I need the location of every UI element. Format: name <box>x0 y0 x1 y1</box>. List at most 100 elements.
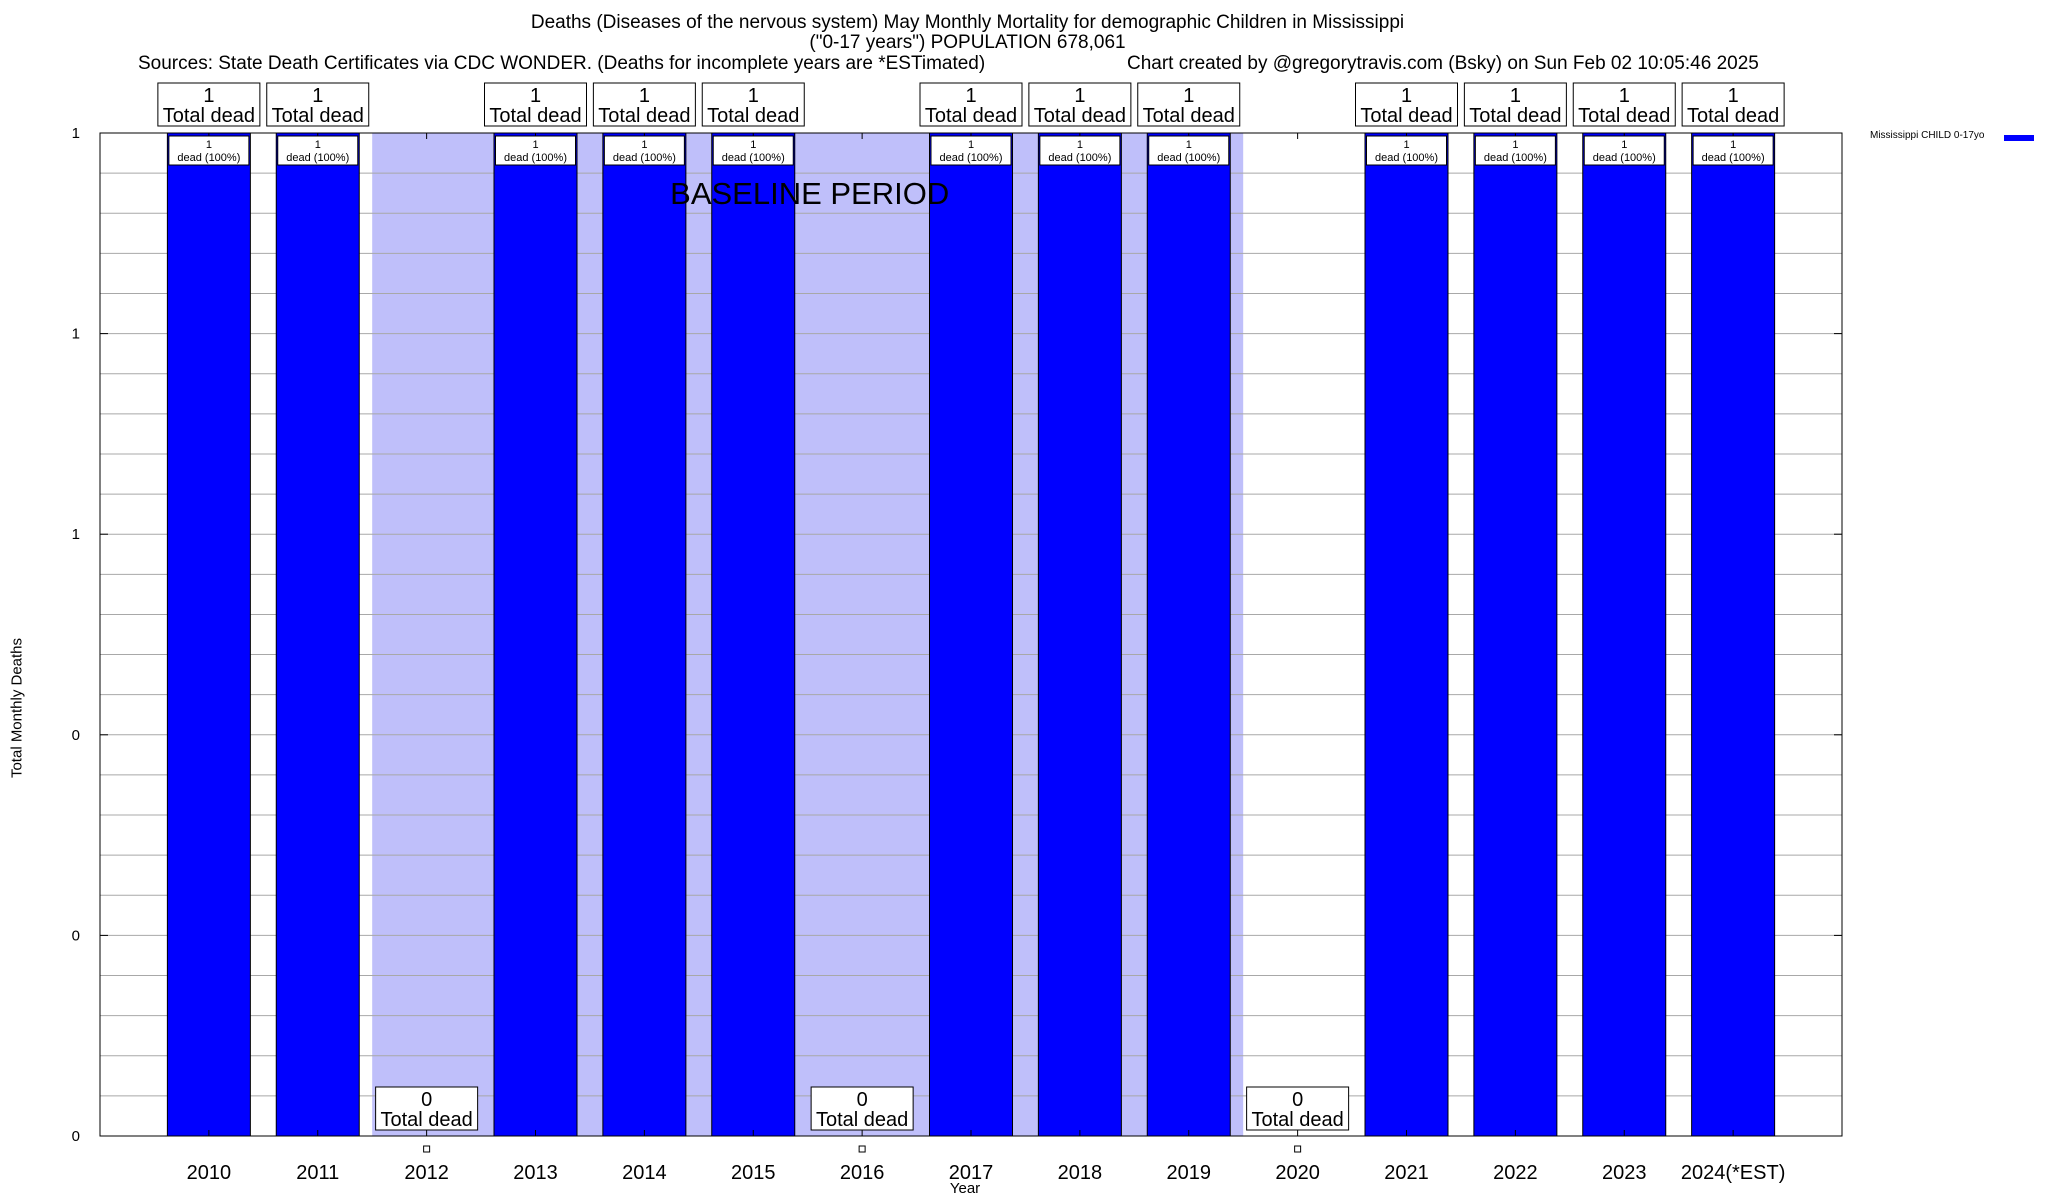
x-tick-label: 2021 <box>1384 1162 1429 1184</box>
total-label-box <box>701 82 805 127</box>
inner-label-value: 1 <box>206 139 212 151</box>
total-label-box <box>157 82 261 127</box>
total-label-value: 1 <box>965 85 976 107</box>
inner-label-text: dead (100%) <box>1593 152 1656 164</box>
x-tick-label: 2019 <box>1167 1162 1212 1184</box>
total-label-value: 0 <box>1292 1089 1303 1111</box>
x-tick-label: 2024(*EST) <box>1681 1162 1786 1184</box>
total-label-box <box>1246 1086 1350 1131</box>
total-label-box <box>375 1086 479 1131</box>
bar <box>1582 132 1667 1137</box>
zero-marker <box>858 1145 866 1153</box>
total-label-text: Total dead <box>1143 105 1235 127</box>
bar <box>493 132 578 1137</box>
inner-label-box <box>1148 135 1230 166</box>
inner-label-box <box>1583 135 1665 166</box>
inner-label-value: 1 <box>1512 139 1518 151</box>
total-label-text: Total dead <box>1469 105 1561 127</box>
inner-label-text: dead (100%) <box>177 152 240 164</box>
total-label-value: 1 <box>1728 85 1739 107</box>
x-tick-label: 2015 <box>731 1162 776 1184</box>
bar <box>166 132 251 1137</box>
bar <box>929 132 1013 1137</box>
legend-label: Mississippi CHILD 0-17yo <box>1870 130 1985 141</box>
x-tick-label: 2013 <box>513 1162 558 1184</box>
inner-label-value: 1 <box>315 139 321 151</box>
x-tick-label: 2016 <box>840 1162 885 1184</box>
y-tick-label: 0 <box>72 727 80 744</box>
y-tick-label: 0 <box>72 1128 80 1145</box>
inner-label-text: dead (100%) <box>613 152 676 164</box>
total-label-text: Total dead <box>489 105 581 127</box>
total-label-box <box>1463 82 1567 127</box>
total-label-value: 1 <box>1074 85 1085 107</box>
inner-label-value: 1 <box>968 139 974 151</box>
total-label-value: 1 <box>748 85 759 107</box>
inner-label-text: dead (100%) <box>286 152 349 164</box>
total-label-value: 1 <box>203 85 214 107</box>
baseline-period-label: BASELINE PERIOD <box>670 176 949 211</box>
x-tick-label: 2012 <box>404 1162 449 1184</box>
total-label-value: 0 <box>421 1089 432 1111</box>
total-label-text: Total dead <box>925 105 1017 127</box>
y-tick-label: 1 <box>72 326 80 343</box>
bar <box>1146 132 1231 1137</box>
inner-label-text: dead (100%) <box>504 152 567 164</box>
y-tick-label: 1 <box>72 526 80 543</box>
inner-label-value: 1 <box>1403 139 1409 151</box>
inner-label-value: 1 <box>1730 139 1736 151</box>
x-tick-label: 2010 <box>187 1162 232 1184</box>
total-label-text: Total dead <box>707 105 799 127</box>
total-label-text: Total dead <box>272 105 364 127</box>
zero-marker <box>1294 1145 1302 1153</box>
x-tick-label: 2020 <box>1275 1162 1320 1184</box>
total-label-text: Total dead <box>1578 105 1670 127</box>
inner-label-box <box>168 135 250 166</box>
total-label-text: Total dead <box>380 1109 472 1131</box>
total-label-box <box>484 82 587 127</box>
inner-label-box <box>603 135 685 166</box>
total-label-value: 1 <box>1510 85 1521 107</box>
inner-label-box <box>1039 135 1121 166</box>
total-label-text: Total dead <box>163 105 255 127</box>
total-label-value: 1 <box>639 85 650 107</box>
y-tick-label: 1 <box>72 125 80 142</box>
total-label-value: 1 <box>1183 85 1194 107</box>
inner-label-text: dead (100%) <box>1484 152 1547 164</box>
x-tick-label: 2011 <box>296 1162 339 1184</box>
inner-label-text: dead (100%) <box>1157 152 1220 164</box>
bar <box>1473 132 1558 1137</box>
inner-label-text: dead (100%) <box>1375 152 1438 164</box>
inner-label-value: 1 <box>750 139 756 151</box>
total-label-box <box>1028 82 1132 127</box>
bar <box>711 132 796 1137</box>
legend-swatch <box>2004 135 2034 141</box>
inner-label-text: dead (100%) <box>1702 152 1765 164</box>
total-label-box <box>592 82 696 127</box>
total-label-box <box>919 82 1023 127</box>
inner-label-text: dead (100%) <box>940 152 1003 164</box>
bar <box>275 132 360 1137</box>
x-tick-label: 2017 <box>949 1162 994 1184</box>
total-label-value: 1 <box>530 85 541 107</box>
inner-label-text: dead (100%) <box>1048 152 1111 164</box>
inner-label-box <box>930 135 1012 166</box>
inner-label-value: 1 <box>641 139 647 151</box>
total-label-text: Total dead <box>1360 105 1452 127</box>
x-axis-label: Year <box>949 1180 981 1197</box>
total-label-text: Total dead <box>1251 1109 1343 1131</box>
total-label-value: 1 <box>1619 85 1630 107</box>
chart-title: Deaths (Diseases of the nervous system) … <box>530 12 1405 33</box>
total-label-text: Total dead <box>1034 105 1126 127</box>
bar <box>1364 132 1449 1137</box>
bar <box>1691 132 1776 1137</box>
bar <box>602 132 687 1137</box>
chart-credit: Chart created by @gregorytravis.com (Bsk… <box>1127 53 1759 74</box>
inner-label-box <box>1474 135 1556 166</box>
x-tick-label: 2018 <box>1058 1162 1103 1184</box>
inner-label-value: 1 <box>1077 139 1083 151</box>
total-label-box <box>1355 82 1458 127</box>
inner-label-text: dead (100%) <box>722 152 785 164</box>
y-tick-label: 0 <box>72 927 80 944</box>
